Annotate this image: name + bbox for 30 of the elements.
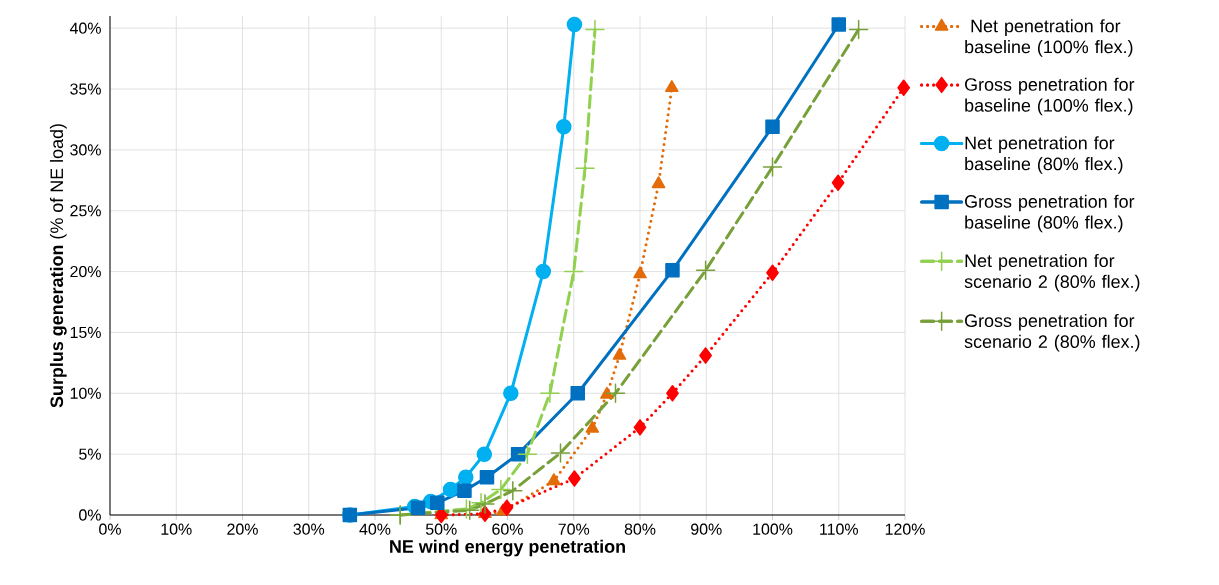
y-tick-label: 30% — [70, 144, 101, 156]
legend-label: Gross penetration for scenario 2 (80% flex.) — [964, 313, 1140, 352]
y-tick-label: 0% — [79, 509, 101, 521]
x-tick-label: 50% — [425, 523, 457, 535]
x-tick-label: 80% — [624, 523, 656, 535]
x-tick-label: 30% — [293, 523, 325, 535]
legend-label: Net penetration for baseline (100% flex.) — [965, 19, 1133, 57]
y-tick-label: 10% — [70, 387, 101, 399]
x-tick-label: 90% — [691, 523, 722, 535]
x-axis-title: NE wind energy penetration — [390, 539, 625, 557]
x-tick-label: 100% — [753, 523, 793, 535]
y-tick-label: 40% — [69, 22, 101, 34]
x-tick-label: 120% — [885, 523, 925, 535]
x-tick-label: 10% — [161, 523, 192, 535]
x-tick-label: 70% — [558, 523, 590, 535]
y-tick-label: 15% — [70, 326, 101, 339]
y-tick-label: 20% — [70, 265, 101, 278]
x-tick-label: 20% — [227, 523, 258, 535]
legend-label: Gross penetration for baseline (100% flex.) — [965, 77, 1135, 116]
legend-label: Net penetration for baseline (80% flex.) — [965, 136, 1123, 174]
y-tick-label: 25% — [70, 205, 101, 217]
x-tick-label: 40% — [359, 523, 391, 535]
legend-label: Net penetration for scenario 2 (80% flex.) — [964, 253, 1140, 292]
legend-label: Gross penetration for baseline (80% flex.) — [965, 194, 1135, 233]
x-tick-label: 60% — [492, 523, 523, 535]
y-tick-label: 5% — [79, 448, 101, 460]
y-tick-label: 35% — [70, 83, 101, 95]
y-axis-title: Surplus generation (% of NE load) — [49, 124, 67, 408]
x-tick-label: 110% — [820, 523, 858, 535]
x-tick-label: 0% — [99, 523, 121, 535]
